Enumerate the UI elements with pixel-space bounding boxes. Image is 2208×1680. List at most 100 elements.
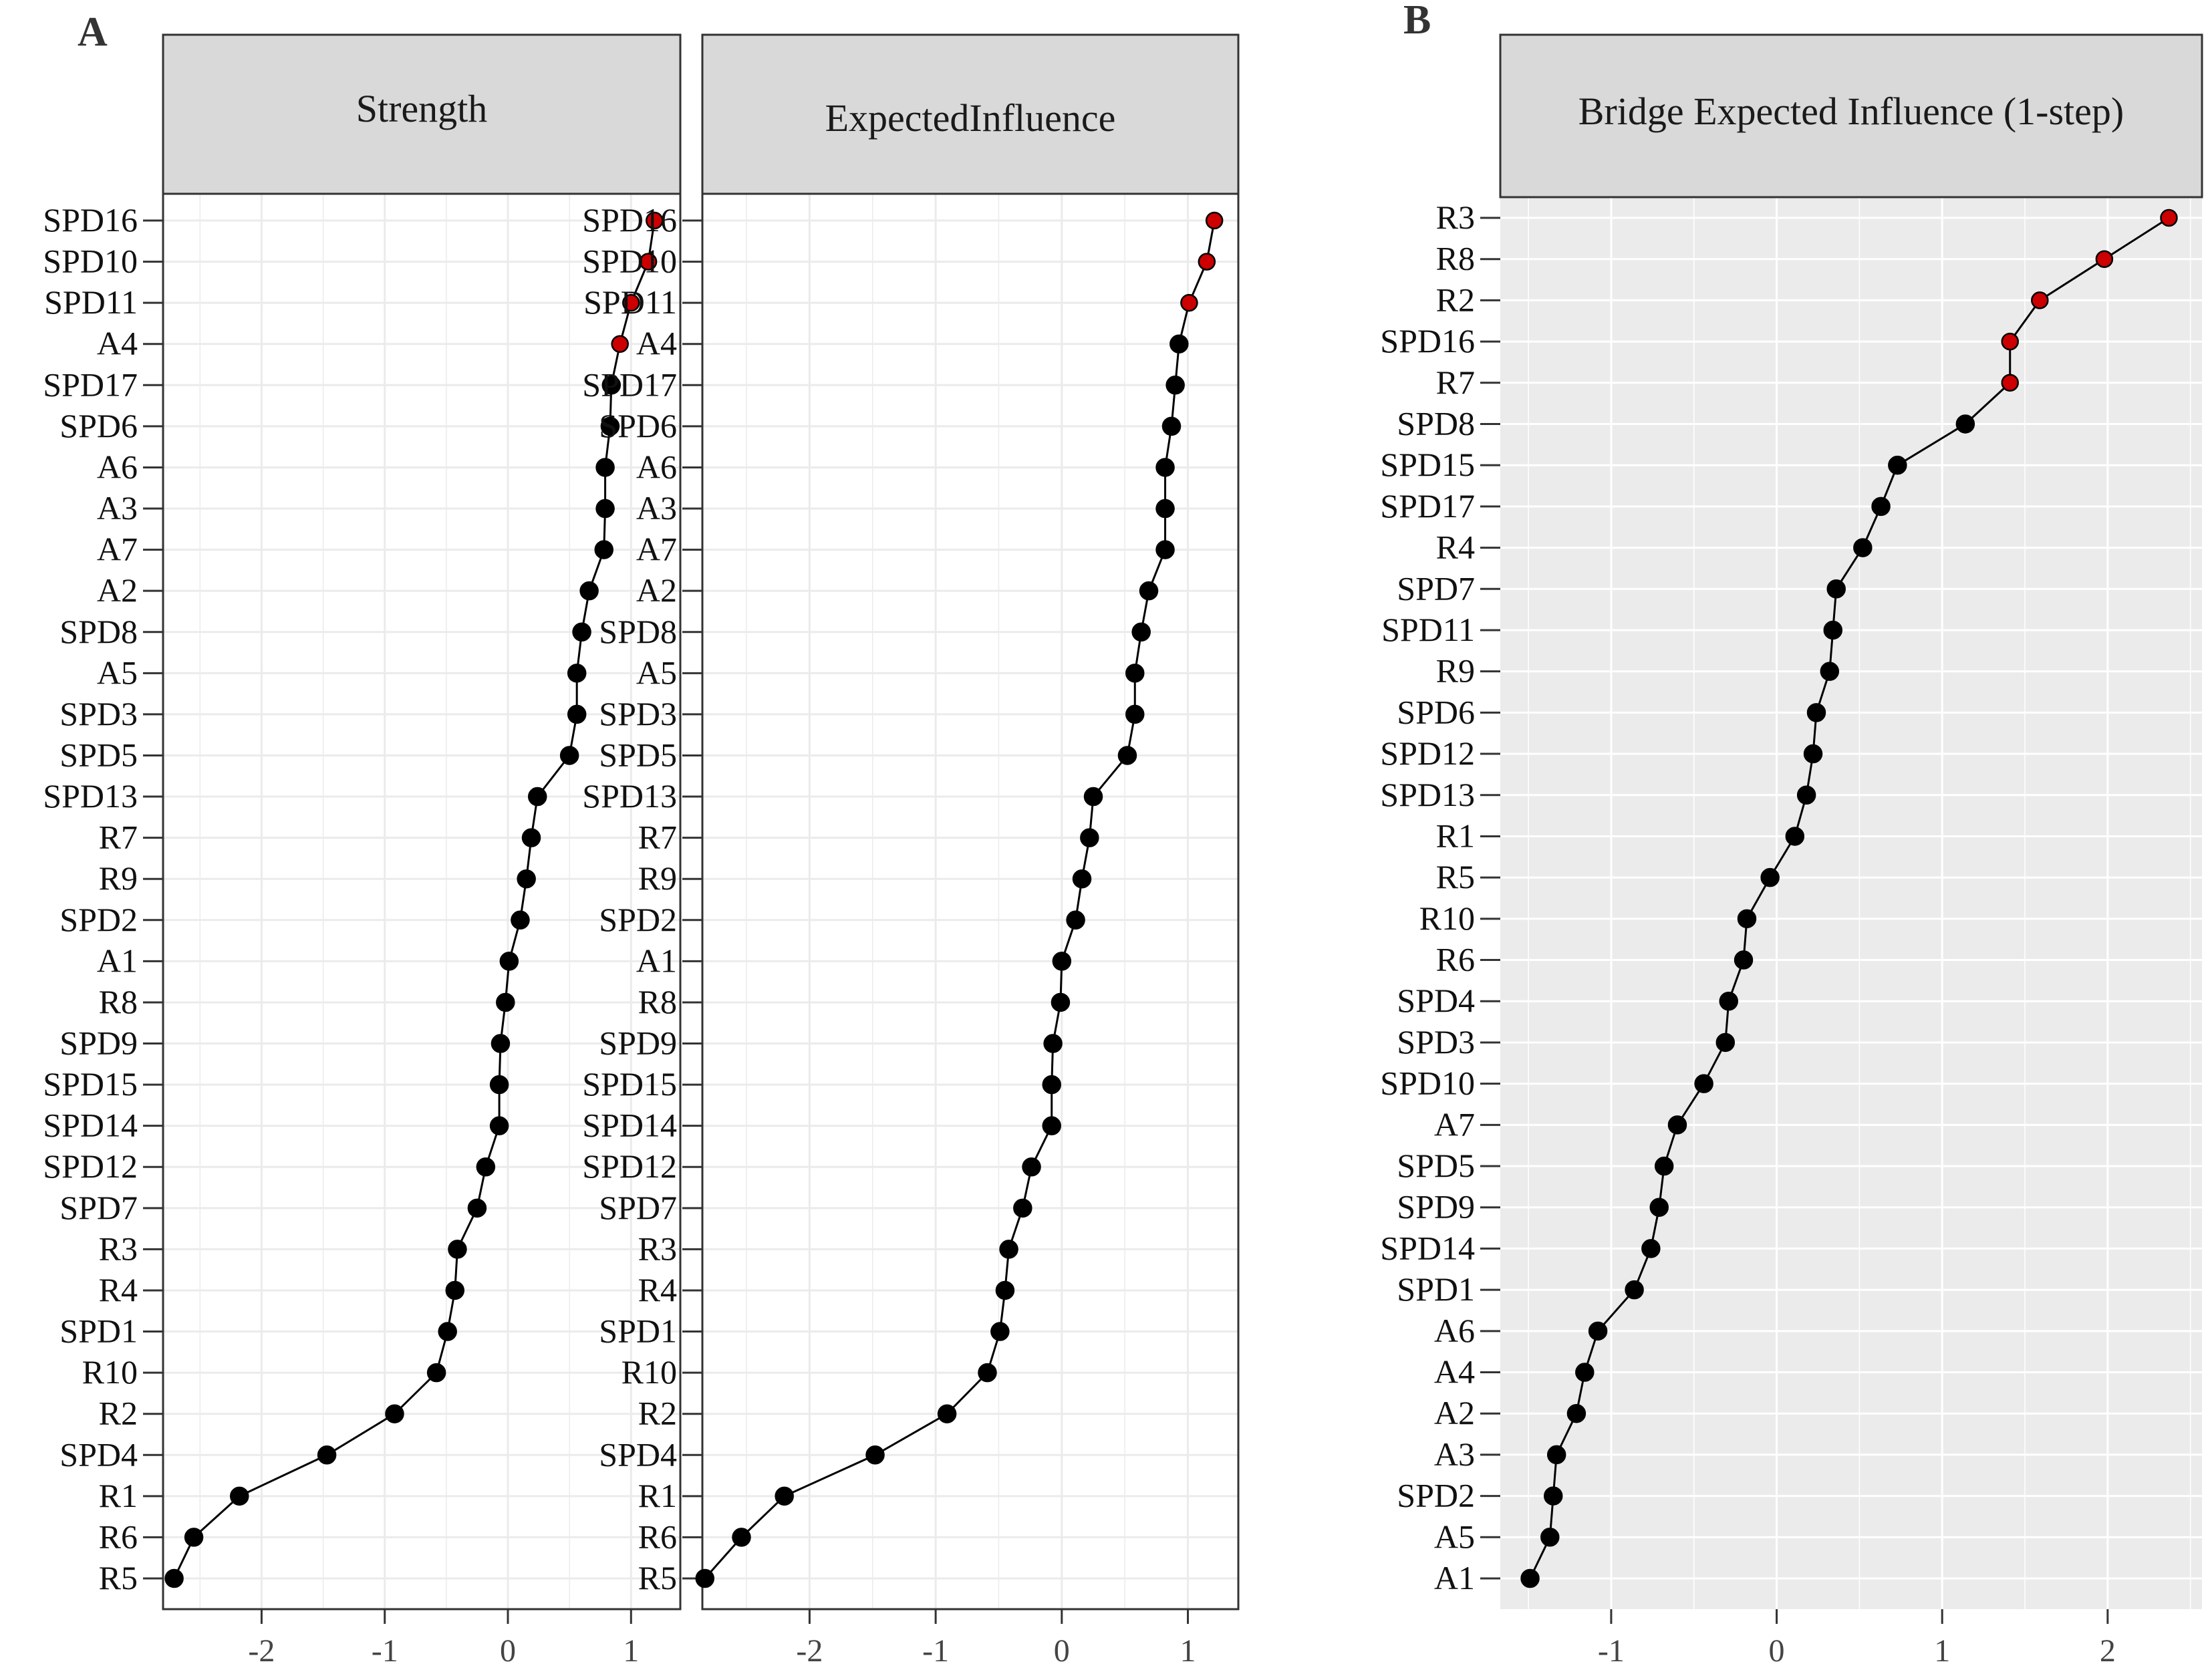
y-tick-label: SPD11 [583, 283, 677, 321]
data-point-highlight [611, 335, 629, 353]
y-tick-label: SPD15 [43, 1065, 138, 1103]
data-point-highlight [2160, 208, 2178, 227]
y-tick-label: R9 [1436, 652, 1475, 690]
y-tick-label: R10 [82, 1353, 138, 1391]
data-point [775, 1486, 794, 1506]
y-tick-label: A1 [636, 942, 677, 979]
x-tick-label: -1 [922, 1633, 949, 1669]
y-tick-label: R4 [99, 1271, 138, 1308]
y-tick-label: SPD2 [59, 901, 138, 938]
y-tick-label: SPD17 [582, 366, 677, 403]
y-tick-label: R6 [638, 1518, 677, 1555]
facet-strip [162, 33, 682, 195]
data-point [1806, 703, 1826, 722]
data-point [1125, 664, 1145, 683]
facet-strip-title: ExpectedInfluence [825, 96, 1116, 140]
y-tick-label: SPD17 [1380, 487, 1475, 525]
data-point [1520, 1568, 1540, 1588]
data-point [1022, 1157, 1041, 1177]
y-tick-label: SPD1 [1397, 1270, 1475, 1308]
data-point [1853, 538, 1873, 557]
y-tick-label: SPD4 [59, 1435, 138, 1473]
x-tick-label: 2 [2100, 1633, 2116, 1669]
y-tick-label: SPD14 [43, 1107, 138, 1144]
y-tick-label: SPD4 [1397, 982, 1475, 1019]
y-tick-label: SPD14 [1380, 1229, 1475, 1266]
data-point-highlight [1205, 211, 1224, 230]
y-tick-label: R8 [638, 983, 677, 1020]
y-tick-label: R3 [638, 1230, 677, 1267]
data-point [1888, 455, 1907, 475]
plot-background [1500, 197, 2202, 1609]
x-tick-label: 0 [1054, 1633, 1070, 1669]
y-tick-label: R7 [638, 819, 677, 856]
data-point [1588, 1321, 1608, 1341]
data-point [1566, 1403, 1586, 1423]
data-point [1737, 909, 1757, 929]
y-tick-label: SPD9 [1397, 1188, 1475, 1226]
data-point [1785, 827, 1805, 846]
data-point [1694, 1074, 1713, 1093]
y-tick-label: SPD15 [1380, 446, 1475, 483]
y-tick-label: R3 [99, 1230, 138, 1267]
data-point [1080, 828, 1099, 847]
data-point [511, 910, 530, 930]
y-tick-label: R2 [99, 1395, 138, 1432]
y-tick-label: R6 [1436, 941, 1475, 978]
data-point [489, 1116, 509, 1135]
y-tick-label: R10 [1419, 899, 1475, 937]
panel-label-a: A [78, 9, 108, 55]
y-tick-label: A3 [636, 489, 677, 527]
data-point [1715, 1032, 1736, 1053]
x-tick-label: 1 [1934, 1633, 1950, 1669]
y-tick-label: SPD2 [1397, 1477, 1475, 1514]
data-point-highlight [2031, 291, 2049, 309]
y-tick-label: SPD11 [44, 283, 138, 321]
y-tick-label: SPD10 [1380, 1065, 1475, 1102]
data-point [1826, 579, 1846, 599]
data-point [1803, 744, 1823, 764]
y-tick-label: SPD15 [582, 1065, 677, 1103]
plot-background [701, 192, 1240, 1611]
data-point [385, 1404, 404, 1423]
y-tick-label: SPD7 [59, 1189, 138, 1226]
y-tick-label: A2 [1434, 1394, 1475, 1431]
y-tick-label: SPD13 [1380, 776, 1475, 813]
data-point [1625, 1280, 1644, 1300]
y-tick-label: A3 [97, 489, 138, 527]
y-tick-label: R3 [1436, 198, 1475, 236]
data-point [600, 416, 620, 436]
data-point [527, 787, 547, 807]
data-point [601, 376, 622, 395]
series-line [1529, 217, 2170, 1579]
y-tick-label: SPD16 [1380, 322, 1475, 360]
data-point [1066, 910, 1085, 930]
y-tick-label: R8 [99, 983, 138, 1020]
y-tick-label: SPD12 [582, 1147, 677, 1185]
data-point [695, 1568, 715, 1588]
y-tick-label: A6 [1434, 1312, 1475, 1349]
facet-strip-title: Strength [356, 87, 488, 130]
data-point [559, 746, 579, 765]
data-point [567, 664, 587, 683]
data-point [1155, 458, 1175, 477]
data-point-highlight [646, 211, 664, 230]
data-point [1719, 991, 1738, 1011]
chart-panel-2: ExpectedInfluenceSPD16SPD10SPD11A4SPD17S… [582, 33, 1240, 1669]
data-point [978, 1363, 997, 1383]
data-point [1760, 867, 1780, 887]
y-tick-label: A6 [97, 448, 138, 485]
y-tick-label: A4 [1434, 1353, 1475, 1391]
y-tick-label: R8 [1436, 240, 1475, 277]
y-tick-label: SPD17 [43, 366, 138, 403]
data-point [496, 992, 515, 1012]
y-tick-label: SPD10 [582, 243, 677, 280]
data-point [1052, 952, 1072, 971]
data-point [1169, 334, 1189, 354]
data-point [1083, 787, 1103, 807]
y-tick-label: SPD2 [599, 901, 677, 938]
y-tick-label: SPD6 [59, 407, 138, 444]
x-tick-label: 1 [1180, 1633, 1196, 1669]
y-tick-label: A7 [97, 531, 138, 568]
